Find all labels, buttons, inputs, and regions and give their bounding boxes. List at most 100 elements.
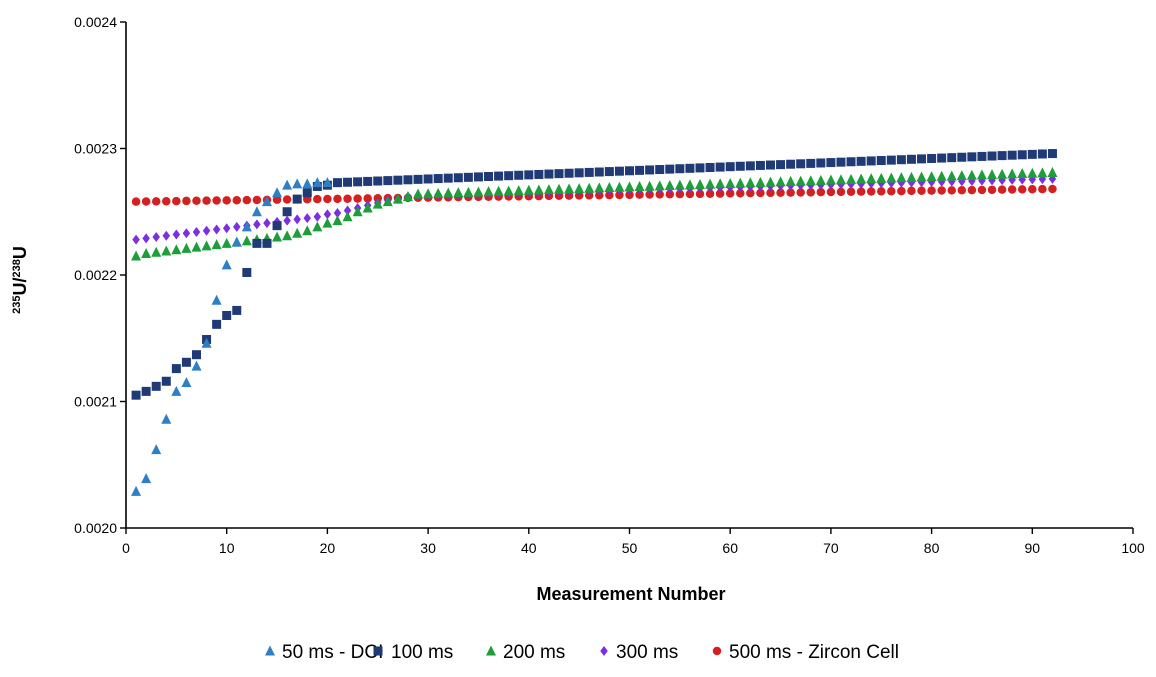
data-point <box>604 167 614 177</box>
data-point <box>987 169 998 180</box>
data-point <box>543 184 554 195</box>
data-point <box>866 187 876 196</box>
legend-item: 300 ms <box>600 642 678 663</box>
data-point <box>896 172 907 183</box>
series-square-1 <box>131 149 1057 400</box>
data-point <box>705 189 715 198</box>
data-point <box>433 174 443 184</box>
data-point <box>947 153 957 163</box>
x-tick-label: 70 <box>823 540 839 556</box>
data-point <box>917 186 926 196</box>
data-point <box>917 154 927 164</box>
data-point <box>181 357 191 367</box>
data-point <box>534 169 544 179</box>
legend-marker <box>712 646 722 656</box>
data-point <box>202 196 211 205</box>
data-point <box>967 152 977 162</box>
data-point <box>765 176 776 187</box>
data-point <box>746 188 755 198</box>
data-point <box>343 205 352 216</box>
data-point <box>957 152 967 162</box>
data-point <box>776 160 786 170</box>
data-point <box>705 162 715 172</box>
data-point <box>222 196 231 205</box>
data-point <box>262 238 272 248</box>
data-point <box>302 188 312 198</box>
data-point <box>856 173 867 184</box>
data-point <box>786 188 795 197</box>
data-point <box>966 169 977 180</box>
data-point <box>926 171 937 182</box>
data-point <box>161 245 172 256</box>
data-point <box>936 170 947 181</box>
data-point <box>956 170 967 181</box>
data-point <box>302 178 313 189</box>
y-tick-labels: 0.0020 0.0021 0.0022 0.0023 0.0024 <box>74 14 117 536</box>
data-point <box>372 198 383 209</box>
data-point <box>313 211 322 222</box>
data-point <box>161 413 172 424</box>
legend-label: 300 ms <box>616 642 678 663</box>
data-point <box>584 167 594 177</box>
data-point <box>665 190 675 199</box>
data-point <box>383 176 393 186</box>
x-tick-label: 90 <box>1025 540 1041 556</box>
data-point <box>142 233 150 244</box>
y-axis-title-base1: U/ <box>10 278 30 296</box>
data-point <box>896 155 906 165</box>
data-point <box>151 381 161 391</box>
data-point <box>544 169 554 179</box>
data-point <box>211 294 222 305</box>
data-point <box>524 170 534 180</box>
data-point <box>987 185 997 195</box>
data-point <box>836 187 846 197</box>
data-point <box>352 206 363 217</box>
data-point <box>272 195 282 204</box>
data-point <box>283 215 291 226</box>
data-point <box>825 174 836 185</box>
data-point <box>805 175 816 186</box>
data-point <box>332 178 342 188</box>
data-point <box>695 163 705 173</box>
data-point <box>232 305 242 315</box>
data-point <box>182 228 191 239</box>
data-point <box>554 169 564 179</box>
data-point <box>181 377 192 388</box>
data-point <box>675 164 685 174</box>
x-tick-label: 30 <box>420 540 436 556</box>
y-tick-label: 0.0023 <box>74 141 117 157</box>
data-point <box>353 194 362 203</box>
data-point <box>856 187 866 196</box>
data-point <box>423 174 433 184</box>
data-point <box>1007 168 1018 179</box>
data-point <box>162 230 171 241</box>
data-point <box>826 158 836 168</box>
data-point <box>977 185 987 195</box>
data-point <box>333 208 342 219</box>
legend: 50 ms - DCI 100 ms 200 ms 300 ms 500 ms - Zi… <box>265 642 899 663</box>
data-point <box>876 156 886 166</box>
data-point <box>222 223 231 234</box>
y-axis-title-sup1: 235 <box>11 296 23 314</box>
data-point <box>172 196 181 206</box>
data-point <box>725 162 735 172</box>
data-point <box>402 191 413 202</box>
data-point <box>846 173 857 184</box>
series-triangle-0 <box>131 177 333 496</box>
data-point <box>503 185 514 196</box>
data-point <box>886 172 897 183</box>
data-point <box>151 197 161 206</box>
data-point <box>906 154 916 164</box>
data-point <box>282 207 292 217</box>
data-point <box>856 156 866 166</box>
data-point <box>866 156 876 166</box>
x-tick-label: 10 <box>219 540 235 556</box>
data-point <box>151 246 162 257</box>
data-point <box>212 224 221 235</box>
data-point <box>443 173 453 183</box>
data-point <box>1027 167 1038 178</box>
x-tick-label: 0 <box>122 540 130 556</box>
data-point <box>272 221 282 231</box>
data-point <box>654 180 665 191</box>
data-point <box>1038 184 1047 194</box>
